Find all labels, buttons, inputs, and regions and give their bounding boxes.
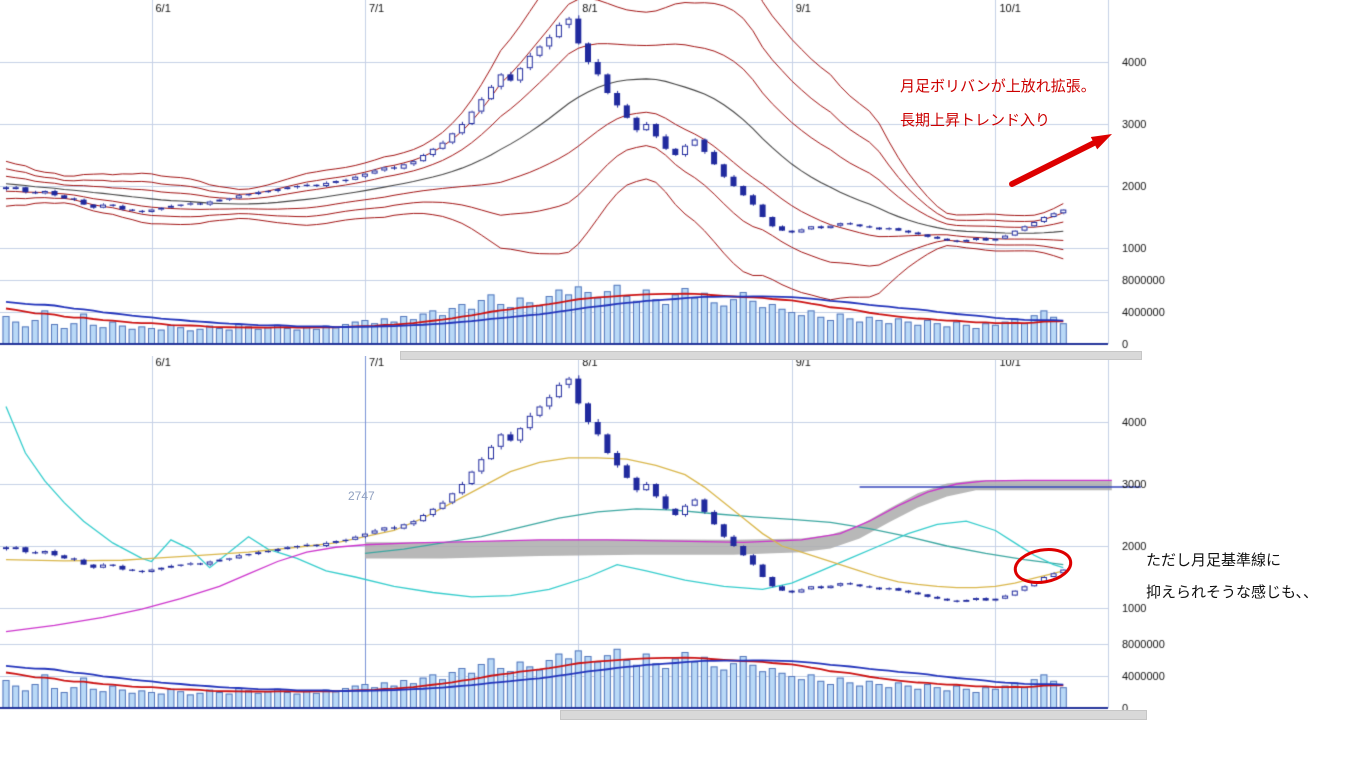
price-marker-2747: 2747 [348, 489, 375, 503]
top-chart-panel [0, 0, 1366, 352]
bullish-annotation-line1: 月足ボリバンが上放れ拡張。 [900, 78, 1096, 95]
bottom-chart-panel [0, 356, 1366, 720]
caution-annotation-line2: 抑えられそうな感じも、、 [1146, 584, 1319, 601]
up-trend-arrow [1009, 134, 1112, 187]
bottom-chart-scrollbar[interactable] [560, 710, 1147, 720]
top-chart-canvas [0, 0, 1366, 352]
bullish-annotation-line2: 長期上昇トレンド入り [900, 112, 1051, 129]
top-chart-scrollbar[interactable] [400, 351, 1142, 360]
highlight-circle [1013, 548, 1073, 584]
caution-annotation-line1: ただし月足基準線に [1146, 552, 1282, 569]
bottom-chart-canvas [0, 356, 1366, 720]
